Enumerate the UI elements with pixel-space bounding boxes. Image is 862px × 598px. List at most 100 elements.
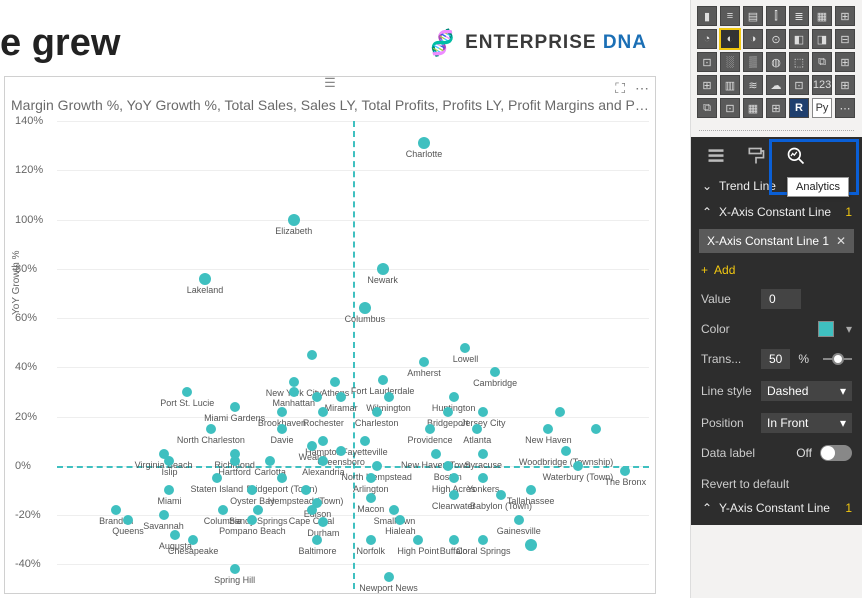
scatter-point[interactable] [366,535,376,545]
scatter-point[interactable] [265,456,275,466]
scatter-point[interactable] [318,407,328,417]
chip-remove-icon[interactable]: ✕ [836,234,846,248]
viz-type-icon[interactable]: ▦ [743,98,763,118]
line-style-select[interactable]: Dashed ▾ [761,381,852,401]
scatter-point[interactable] [620,466,630,476]
viz-type-icon[interactable]: ⫿ [766,6,786,26]
scatter-point[interactable] [289,387,299,397]
scatter-point[interactable] [418,137,430,149]
viz-type-icon[interactable]: ≡ [720,6,740,26]
viz-type-icon[interactable]: ⊡ [697,52,717,72]
viz-type-icon[interactable]: ◔ [697,29,717,49]
viz-type-icon[interactable]: ▤ [743,6,763,26]
scatter-point[interactable] [478,473,488,483]
x-const-line-chip[interactable]: X-Axis Constant Line 1 ✕ [699,229,854,253]
scatter-point[interactable] [366,473,376,483]
revert-to-default[interactable]: Revert to default [691,467,862,495]
scatter-point[interactable] [384,392,394,402]
scatter-point[interactable] [372,407,382,417]
viz-type-icon[interactable]: ⊡ [789,75,809,95]
scatter-point[interactable] [307,350,317,360]
scatter-point[interactable] [449,392,459,402]
scatter-point[interactable] [366,493,376,503]
scatter-point[interactable] [247,515,257,525]
viz-type-icon[interactable]: ⋯ [835,98,855,118]
scatter-point[interactable] [561,446,571,456]
scatter-point[interactable] [330,377,340,387]
scatter-point[interactable] [336,446,346,456]
viz-type-icon[interactable]: ▥ [720,75,740,95]
position-select[interactable]: In Front ▾ [761,413,852,433]
color-dropdown-icon[interactable]: ▾ [846,322,852,336]
viz-type-icon[interactable]: ⊟ [835,29,855,49]
viz-type-icon[interactable]: ⊞ [835,6,855,26]
scatter-point[interactable] [478,449,488,459]
scatter-point[interactable] [496,490,506,500]
scatter-point[interactable] [318,456,328,466]
viz-type-icon[interactable]: ⬚ [789,52,809,72]
scatter-point[interactable] [359,302,371,314]
scatter-point[interactable] [372,461,382,471]
viz-type-icon[interactable]: ▒ [743,52,763,72]
viz-type-icon[interactable]: ≋ [743,75,763,95]
color-swatch[interactable] [818,321,834,337]
scatter-point[interactable] [170,530,180,540]
scatter-point[interactable] [218,505,228,515]
scatter-point[interactable] [525,539,537,551]
scatter-point[interactable] [395,515,405,525]
scatter-point[interactable] [377,263,389,275]
viz-type-icon[interactable]: ◐ [720,29,740,49]
scatter-point[interactable] [318,517,328,527]
scatter-point[interactable] [431,449,441,459]
viz-type-icon[interactable]: ◧ [789,29,809,49]
scatter-point[interactable] [378,375,388,385]
scatter-point[interactable] [555,407,565,417]
scatter-point[interactable] [247,485,257,495]
viz-type-icon[interactable]: ⧉ [697,98,717,118]
viz-type-icon[interactable]: ⊞ [697,75,717,95]
scatter-point[interactable] [318,436,328,446]
viz-type-icon[interactable]: ░ [720,52,740,72]
viz-type-icon[interactable]: ◑ [743,29,763,49]
scatter-point[interactable] [123,515,133,525]
scatter-point[interactable] [312,535,322,545]
scatter-point[interactable] [478,535,488,545]
scatter-point[interactable] [478,407,488,417]
scatter-point[interactable] [384,572,394,582]
scatter-point[interactable] [472,424,482,434]
scatter-point[interactable] [460,343,470,353]
scatter-point[interactable] [573,461,583,471]
scatter-point[interactable] [425,424,435,434]
viz-type-icon[interactable]: Py [812,98,832,118]
value-input[interactable]: 0 [761,289,801,309]
scatter-tile[interactable]: ☰ ⛶ ⋯ Margin Growth %, YoY Growth %, Tot… [4,76,656,594]
scatter-point[interactable] [543,424,553,434]
viz-type-icon[interactable]: ⧉ [812,52,832,72]
scatter-point[interactable] [164,485,174,495]
scatter-point[interactable] [526,485,536,495]
scatter-point[interactable] [277,424,287,434]
scatter-point[interactable] [199,273,211,285]
viz-type-icon[interactable]: 123 [812,75,832,95]
scatter-point[interactable] [360,436,370,446]
trans-value[interactable]: 50 [761,349,790,369]
tile-drag-handle[interactable]: ☰ [324,75,336,91]
scatter-point[interactable] [253,505,263,515]
scatter-point[interactable] [449,490,459,500]
scatter-point[interactable] [288,214,300,226]
add-line-button[interactable]: + Add [691,257,862,283]
scatter-point[interactable] [449,473,459,483]
scatter-point[interactable] [307,505,317,515]
viz-type-icon[interactable]: ☁ [766,75,786,95]
data-label-toggle[interactable] [820,445,852,461]
trans-slider-thumb[interactable] [832,353,844,365]
scatter-point[interactable] [312,392,322,402]
scatter-point[interactable] [307,441,317,451]
scatter-point[interactable] [159,510,169,520]
scatter-point[interactable] [591,424,601,434]
scatter-point[interactable] [449,535,459,545]
scatter-point[interactable] [277,407,287,417]
scatter-plot[interactable]: YoY Growth % -40%-20%0%20%40%60%80%100%1… [57,121,649,589]
viz-type-icon[interactable]: ◨ [812,29,832,49]
scatter-point[interactable] [188,535,198,545]
